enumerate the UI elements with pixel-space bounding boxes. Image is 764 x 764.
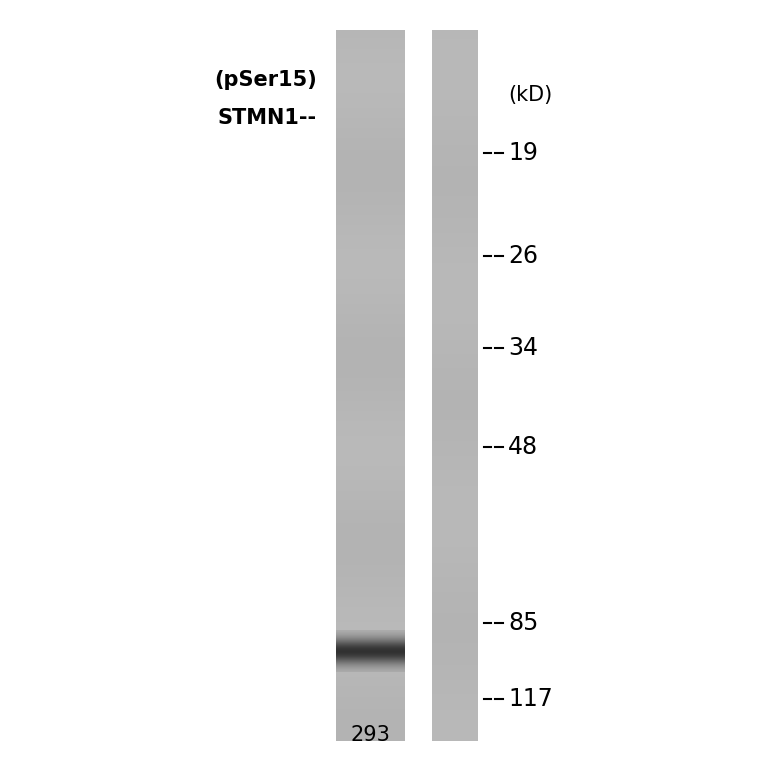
Text: 19: 19 — [508, 141, 538, 165]
Text: 85: 85 — [508, 610, 539, 635]
Text: (pSer15): (pSer15) — [215, 70, 317, 90]
Text: 26: 26 — [508, 244, 538, 268]
Text: 117: 117 — [508, 687, 553, 711]
Text: (kD): (kD) — [508, 86, 552, 105]
Text: 293: 293 — [351, 725, 390, 745]
Text: 48: 48 — [508, 435, 538, 459]
Text: 34: 34 — [508, 335, 538, 360]
Text: STMN1--: STMN1-- — [218, 108, 317, 128]
